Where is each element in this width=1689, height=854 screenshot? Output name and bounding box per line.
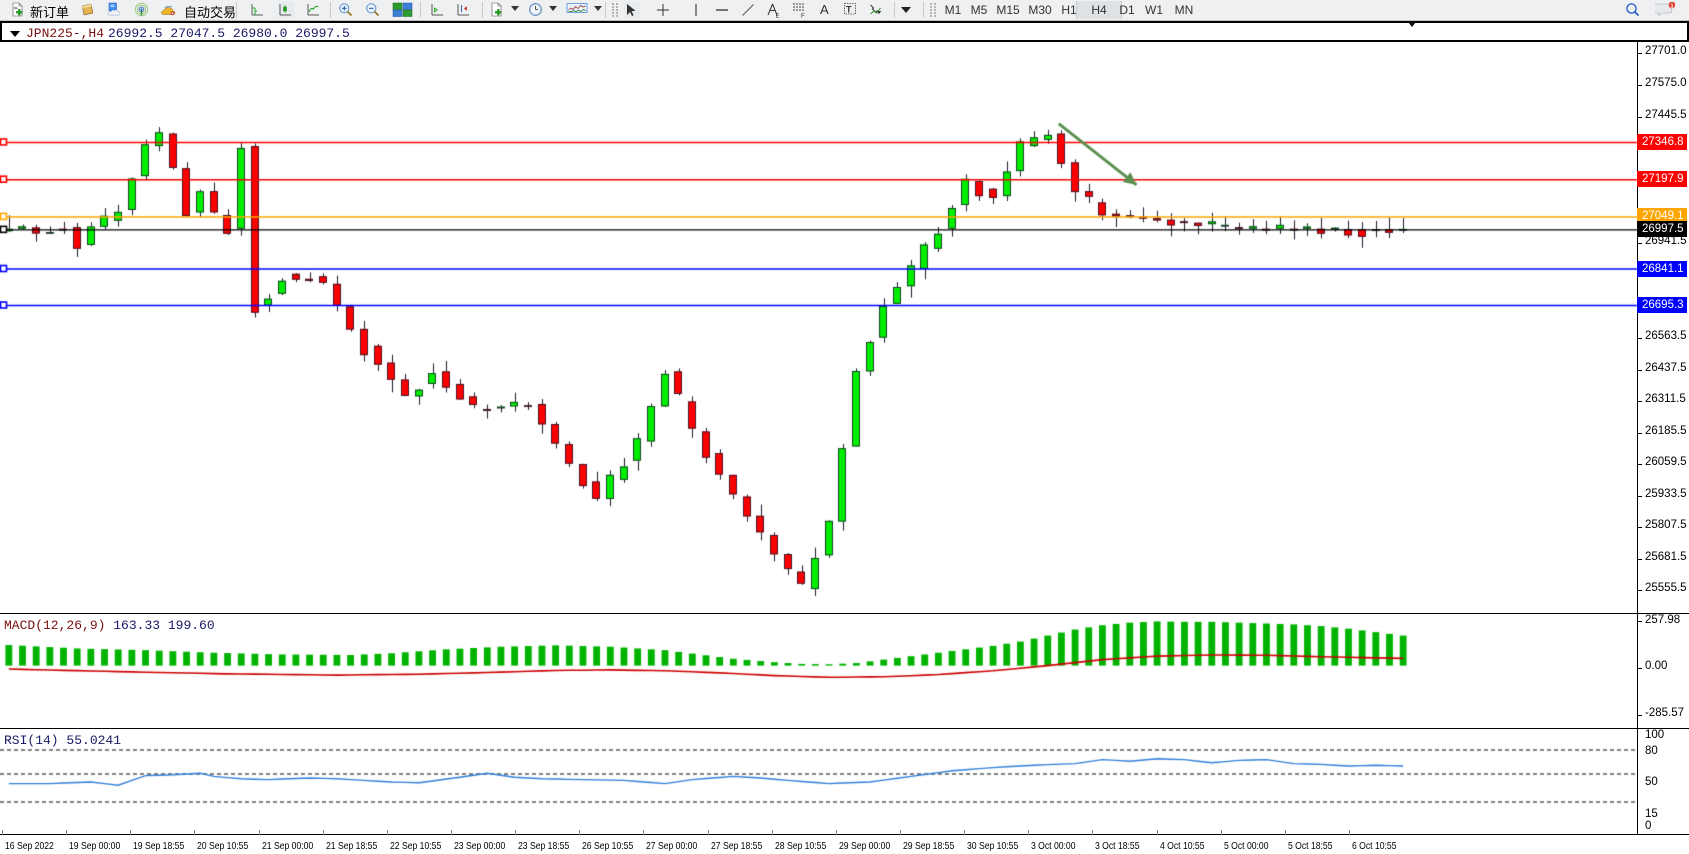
svg-text:F: F xyxy=(801,14,805,19)
svg-text:1: 1 xyxy=(1670,3,1673,9)
svg-text:A: A xyxy=(820,2,829,17)
svg-text:T: T xyxy=(846,5,852,15)
svg-text:E: E xyxy=(776,14,780,19)
